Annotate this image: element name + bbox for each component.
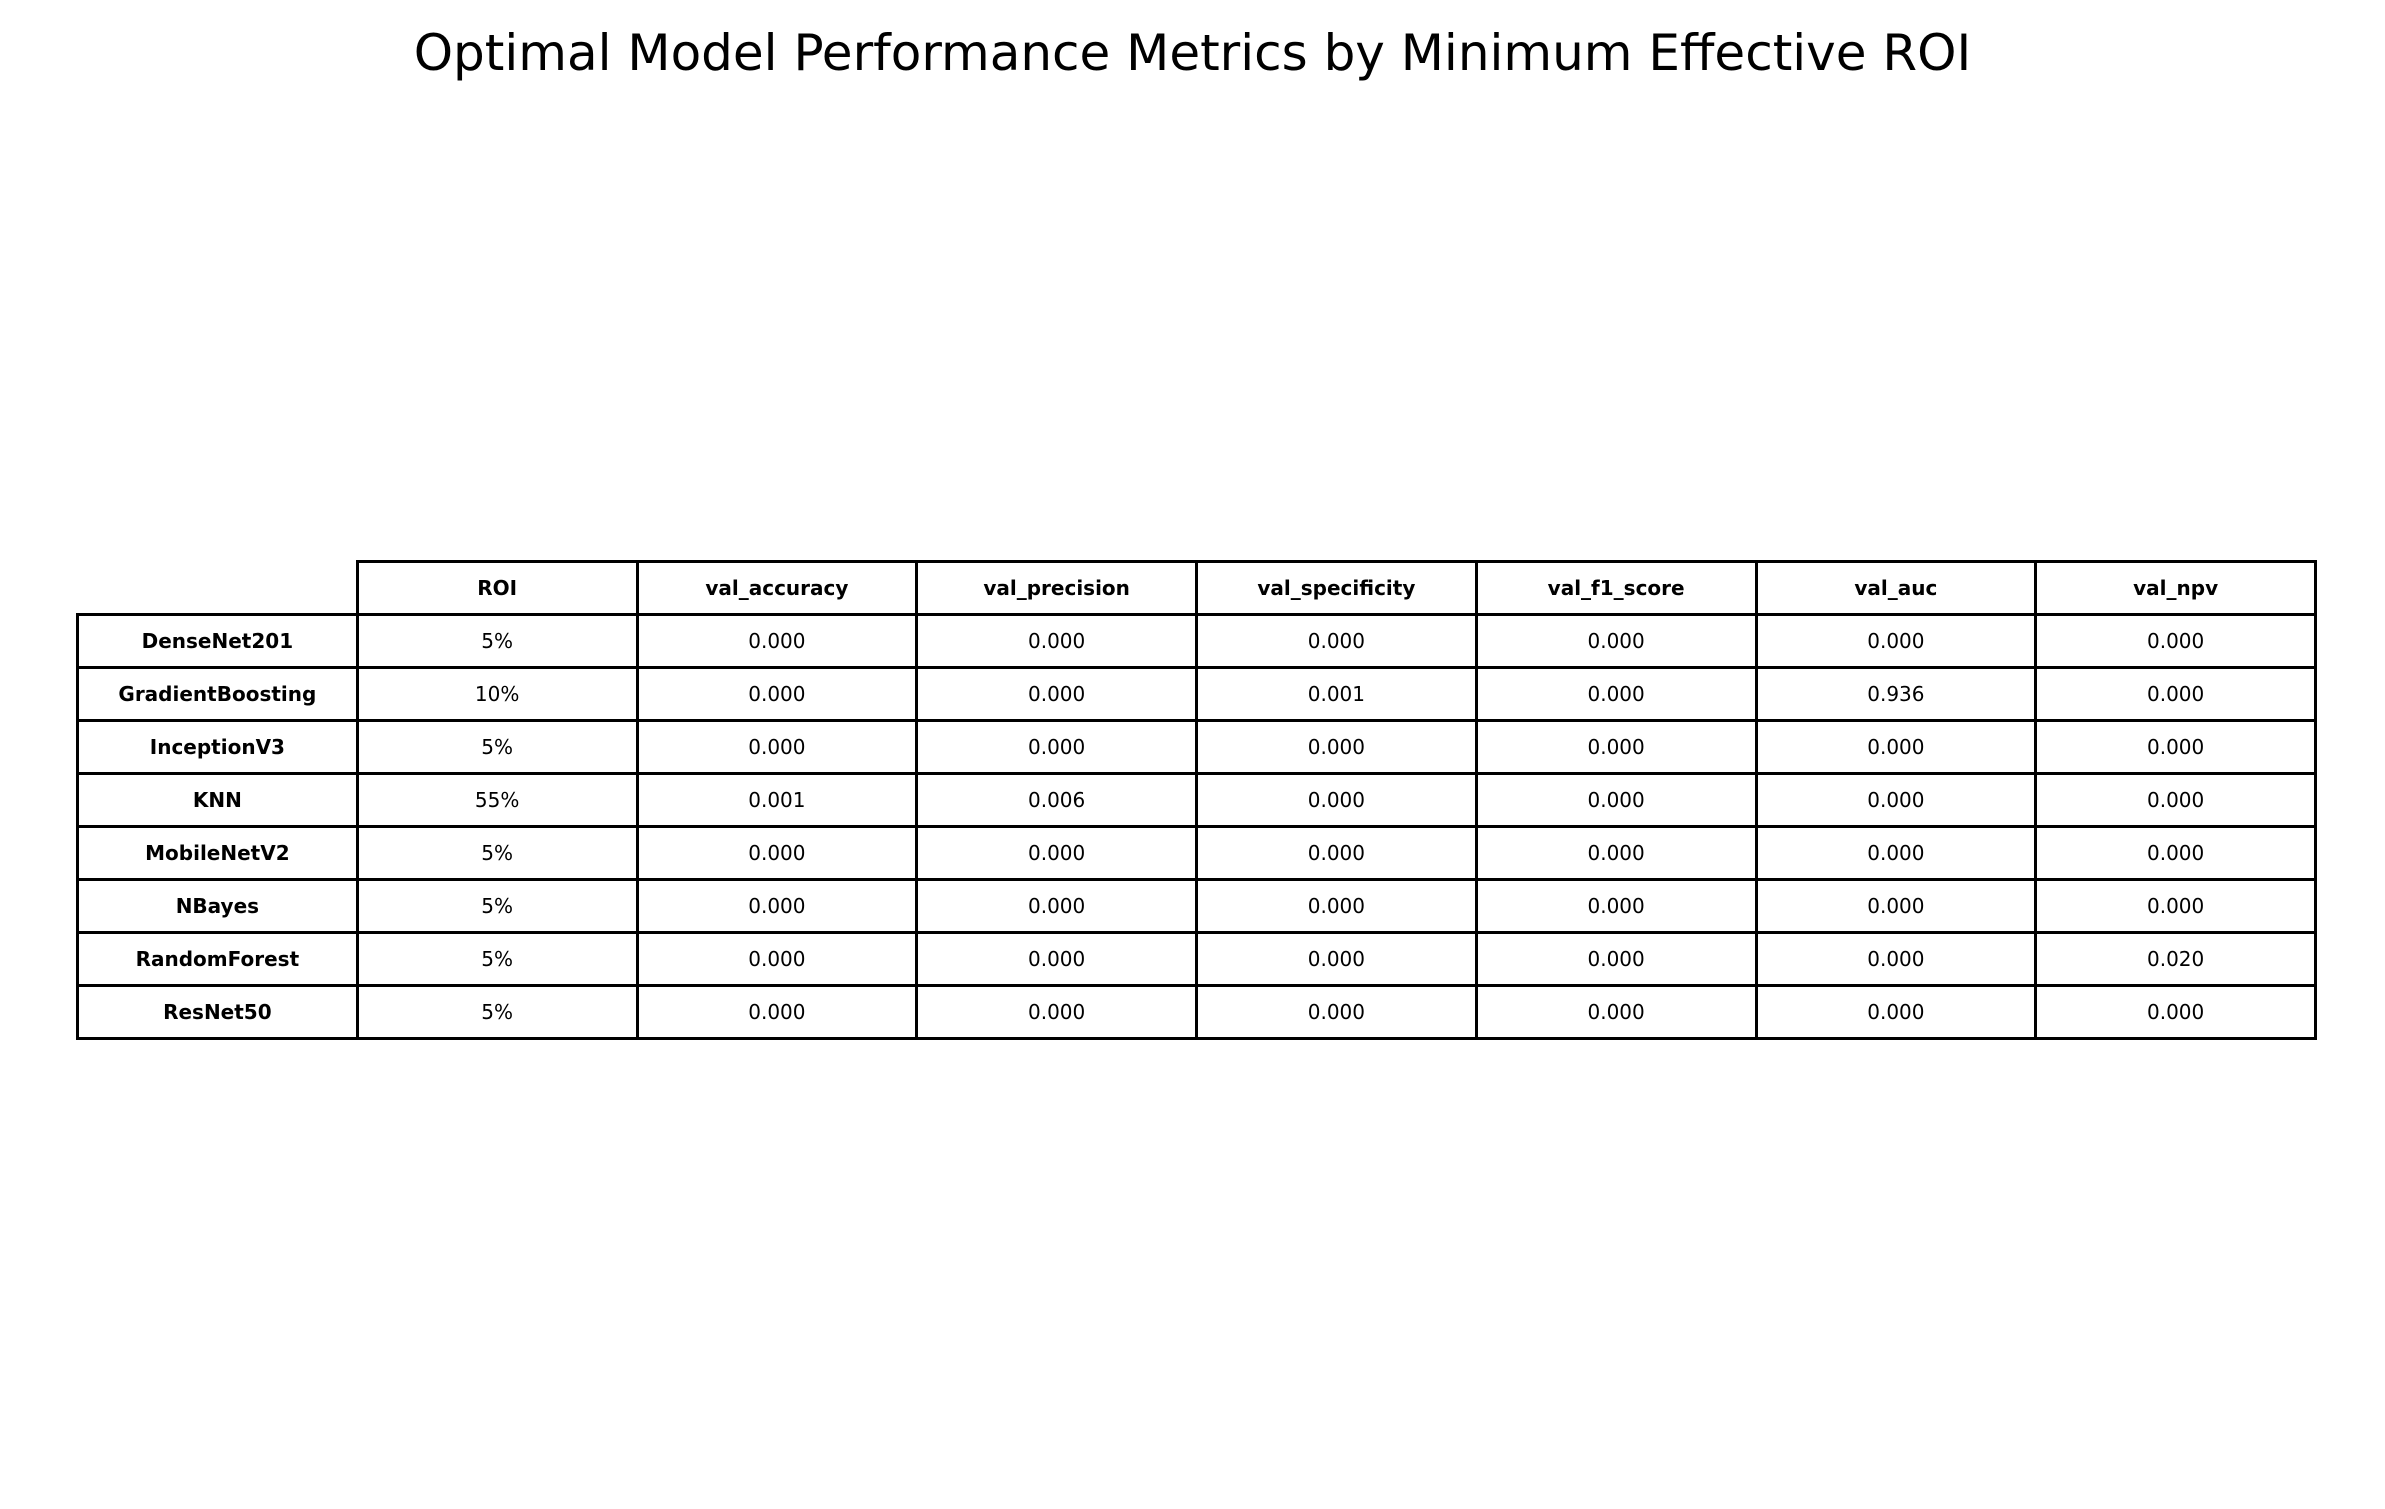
table-cell: 0.000 (915, 719, 1198, 775)
table-cell: 0.000 (915, 931, 1198, 987)
table-cell: 0.936 (1754, 666, 2038, 722)
table-cell: 0.000 (1474, 931, 1758, 987)
table-cell: 0.000 (1754, 984, 2038, 1040)
table-row: GradientBoosting 10% 0.000 0.000 0.001 0.000 0… (76, 666, 2317, 722)
table-cell: 10% (355, 666, 639, 722)
table-cell: 0.000 (635, 825, 919, 881)
row-label: GradientBoosting (76, 666, 359, 722)
column-header-val-specificity: val_specificity (1195, 560, 1478, 616)
table-row: NBayes 5% 0.000 0.000 0.000 0.000 0.000 0.000 (76, 878, 2317, 934)
table-cell: 0.000 (1754, 772, 2038, 828)
row-label: InceptionV3 (76, 719, 359, 775)
table-cell: 0.000 (2034, 878, 2317, 934)
table-cell: 0.000 (635, 984, 919, 1040)
table-cell: 0.000 (1754, 825, 2038, 881)
table-cell: 0.000 (635, 613, 919, 669)
table-cell: 0.006 (915, 772, 1198, 828)
table-cell: 0.000 (1195, 931, 1478, 987)
column-header-roi: ROI (355, 560, 639, 616)
table-cell: 5% (355, 984, 639, 1040)
table-cell: 0.000 (635, 666, 919, 722)
row-label: DenseNet201 (76, 613, 359, 669)
table-row: InceptionV3 5% 0.000 0.000 0.000 0.000 0.000 0.… (76, 719, 2317, 775)
table-cell: 0.000 (2034, 825, 2317, 881)
table-cell: 0.000 (1474, 719, 1758, 775)
table-cell: 0.000 (1754, 719, 2038, 775)
table-row: ResNet50 5% 0.000 0.000 0.000 0.000 0.000 0.000 (76, 984, 2317, 1040)
table-cell: 0.000 (1195, 719, 1478, 775)
column-header-val-f1-score: val_f1_score (1474, 560, 1758, 616)
table-cell: 0.000 (1474, 613, 1758, 669)
table-row: DenseNet201 5% 0.000 0.000 0.000 0.000 0.000 0.… (76, 613, 2317, 669)
table-cell: 0.000 (1474, 878, 1758, 934)
table-cell: 0.000 (1474, 772, 1758, 828)
table-cell: 0.000 (635, 878, 919, 934)
table-row: MobileNetV2 5% 0.000 0.000 0.000 0.000 0.000 0.… (76, 825, 2317, 881)
table-cell: 0.000 (1474, 825, 1758, 881)
table-cell: 0.000 (2034, 666, 2317, 722)
table-cell: 0.001 (1195, 666, 1478, 722)
table-cell: 0.000 (1195, 613, 1478, 669)
table-cell: 0.000 (2034, 984, 2317, 1040)
row-label: ResNet50 (76, 984, 359, 1040)
table-cell: 0.000 (2034, 719, 2317, 775)
column-header-val-accuracy: val_accuracy (635, 560, 919, 616)
corner-cell (77, 561, 359, 616)
table-cell: 5% (355, 878, 639, 934)
table-cell: 0.000 (1195, 772, 1478, 828)
table-cell: 0.000 (635, 931, 919, 987)
table-cell: 0.000 (915, 878, 1198, 934)
column-header-val-precision: val_precision (915, 560, 1198, 616)
table-body: DenseNet201 5% 0.000 0.000 0.000 0.000 0.000 0.… (76, 613, 2317, 1040)
row-label: NBayes (76, 878, 359, 934)
table-cell: 55% (355, 772, 639, 828)
chart-title: Optimal Model Performance Metrics by Min… (413, 24, 1972, 82)
header-row: ROI val_accuracy val_precision val_speci… (77, 560, 2317, 616)
table-row: KNN 55% 0.001 0.006 0.000 0.000 0.000 0.000 (76, 772, 2317, 828)
table-cell: 0.000 (1474, 666, 1758, 722)
table-cell: 0.000 (2034, 772, 2317, 828)
table-cell: 0.000 (1474, 984, 1758, 1040)
table-cell: 0.000 (1195, 984, 1478, 1040)
table-cell: 5% (355, 613, 639, 669)
table-cell: 0.000 (635, 719, 919, 775)
row-label: MobileNetV2 (76, 825, 359, 881)
metrics-table-container: ROI val_accuracy val_precision val_speci… (76, 560, 2317, 1040)
table-row: RandomForest 5% 0.000 0.000 0.000 0.000 0.000 0… (76, 931, 2317, 987)
table-cell: 0.000 (1754, 878, 2038, 934)
table-cell: 0.000 (1754, 931, 2038, 987)
table-cell: 0.020 (2034, 931, 2317, 987)
row-label: RandomForest (76, 931, 359, 987)
table-cell: 0.000 (1754, 613, 2038, 669)
table-cell: 0.000 (915, 666, 1198, 722)
table-cell: 0.000 (915, 984, 1198, 1040)
table-cell: 5% (355, 825, 639, 881)
table-cell: 0.000 (1195, 825, 1478, 881)
table-cell: 0.000 (1195, 878, 1478, 934)
row-label: KNN (76, 772, 359, 828)
table-cell: 5% (355, 719, 639, 775)
column-header-val-auc: val_auc (1754, 560, 2038, 616)
table-cell: 0.001 (635, 772, 919, 828)
metrics-table: ROI val_accuracy val_precision val_speci… (76, 560, 2317, 1040)
column-header-val-npv: val_npv (2034, 560, 2317, 616)
table-cell: 0.000 (2034, 613, 2317, 669)
table-cell: 0.000 (915, 613, 1198, 669)
table-cell: 5% (355, 931, 639, 987)
table-cell: 0.000 (915, 825, 1198, 881)
